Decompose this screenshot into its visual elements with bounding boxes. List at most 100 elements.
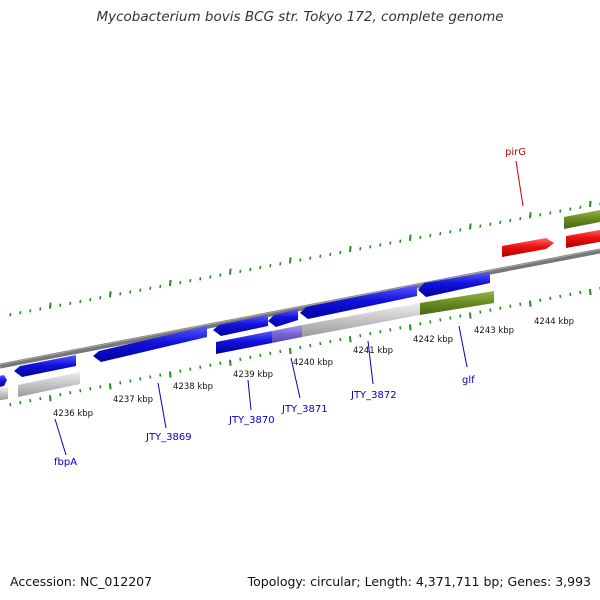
kbp-label: 4242 kbp — [413, 335, 453, 345]
tick-mark — [229, 359, 232, 366]
tick-mark — [9, 402, 12, 407]
tick-mark — [589, 200, 592, 207]
tick-mark — [269, 351, 272, 356]
tick-mark — [539, 298, 542, 302]
tick-mark — [289, 257, 292, 264]
gene-arrow[interactable] — [566, 229, 600, 248]
gene-bar[interactable] — [18, 372, 80, 397]
tick-mark — [589, 288, 592, 296]
tick-mark — [519, 216, 522, 221]
tick-mark — [79, 299, 82, 304]
kbp-label: 4238 kbp — [173, 382, 213, 392]
genome-backbone — [0, 248, 600, 369]
kbp-label: 4237 kbp — [113, 395, 153, 405]
tick-mark — [359, 247, 362, 251]
kbp-labels: 4236 kbp 4237 kbp 4238 kbp 4239 kbp 4240… — [53, 317, 574, 419]
gene-arrow[interactable] — [268, 309, 298, 327]
gene-arrow[interactable] — [93, 326, 207, 362]
tick-mark — [59, 303, 62, 307]
gene-arrow[interactable] — [418, 272, 490, 297]
tick-mark — [129, 290, 132, 294]
gene-label-jty3870[interactable]: JTY_3870 — [228, 415, 275, 426]
tick-mark — [169, 371, 172, 378]
leader-jty3872 — [367, 340, 374, 385]
gene-bar-glf[interactable] — [420, 291, 494, 315]
tick-mark — [89, 387, 92, 391]
gene-label-jty3871[interactable]: JTY_3871 — [281, 404, 328, 415]
tick-mark — [259, 265, 262, 270]
tick-mark — [79, 389, 82, 393]
tick-mark — [379, 330, 382, 334]
map-title: Mycobacterium bovis BCG str. Tokyo 172, … — [96, 9, 504, 25]
tick-mark — [549, 211, 552, 215]
leader-jty3870 — [247, 379, 252, 411]
tick-mark — [319, 341, 322, 346]
tick-mark — [149, 286, 152, 290]
gene-label-jty3869[interactable]: JTY_3869 — [145, 432, 192, 443]
tick-mark — [499, 220, 502, 224]
kbp-label: 4241 kbp — [353, 346, 393, 356]
gene-label-jty3872[interactable]: JTY_3872 — [350, 390, 397, 401]
tick-mark — [569, 292, 572, 297]
tick-mark — [369, 245, 372, 249]
tick-mark — [409, 324, 412, 331]
tick-mark — [29, 398, 32, 403]
tick-mark — [419, 322, 422, 326]
tick-mark — [429, 320, 432, 324]
gene-arrow[interactable] — [564, 209, 600, 229]
tick-mark — [129, 379, 132, 383]
tick-mark — [219, 273, 222, 277]
gene-label-glf[interactable]: glf — [462, 375, 475, 386]
tick-mark — [119, 292, 122, 296]
tick-mark — [319, 254, 322, 258]
gene-arrow[interactable] — [14, 355, 76, 377]
leader-fbpa — [54, 418, 67, 456]
genome-summary-text: Topology: circular; Length: 4,371,711 bp… — [247, 574, 591, 589]
tick-mark — [479, 224, 482, 228]
gene-arrow[interactable] — [300, 285, 417, 319]
tick-mark — [469, 312, 472, 319]
tick-mark — [159, 284, 162, 289]
tick-mark — [479, 310, 482, 314]
label-leaders — [54, 160, 524, 456]
gene-arrow-pirg[interactable] — [502, 238, 554, 257]
reverse-strand-genes — [0, 291, 494, 401]
tick-mark — [239, 357, 242, 361]
tick-mark — [469, 223, 472, 230]
gene-bar-jty3871[interactable] — [272, 325, 302, 343]
tick-mark — [529, 212, 532, 219]
gene-arrow[interactable] — [0, 375, 7, 388]
tick-mark — [289, 347, 292, 355]
tick-mark — [299, 258, 302, 262]
tick-mark — [279, 349, 282, 354]
tick-mark — [449, 230, 452, 234]
accession-text: Accession: NC_012207 — [10, 574, 153, 589]
tick-mark — [189, 367, 192, 371]
tick-mark — [389, 241, 392, 245]
kbp-label: 4243 kbp — [474, 326, 514, 336]
kbp-label: 4240 kbp — [293, 358, 333, 368]
tick-mark — [199, 277, 202, 281]
leader-glf — [458, 325, 468, 368]
tick-mark — [409, 234, 412, 241]
gene-bar[interactable] — [302, 303, 420, 337]
tick-mark — [249, 267, 252, 272]
tick-mark — [39, 307, 42, 311]
kbp-label: 4236 kbp — [53, 409, 93, 419]
leader-pirg — [515, 160, 524, 207]
tick-mark — [349, 336, 352, 343]
gene-label-fbpa[interactable]: fbpA — [54, 457, 77, 468]
tick-mark — [179, 280, 182, 285]
tick-mark — [39, 396, 42, 401]
gene-bar-jty3870[interactable] — [216, 331, 272, 354]
tick-mark — [359, 334, 362, 338]
tick-mark — [559, 294, 562, 299]
gene-label-pirg[interactable]: pirG — [505, 147, 526, 158]
kbp-label: 4244 kbp — [534, 317, 574, 327]
gene-arrow[interactable] — [213, 315, 268, 336]
tick-mark — [229, 268, 232, 275]
tick-mark — [579, 205, 582, 209]
gene-bar[interactable] — [0, 387, 8, 401]
tick-mark — [329, 252, 332, 257]
